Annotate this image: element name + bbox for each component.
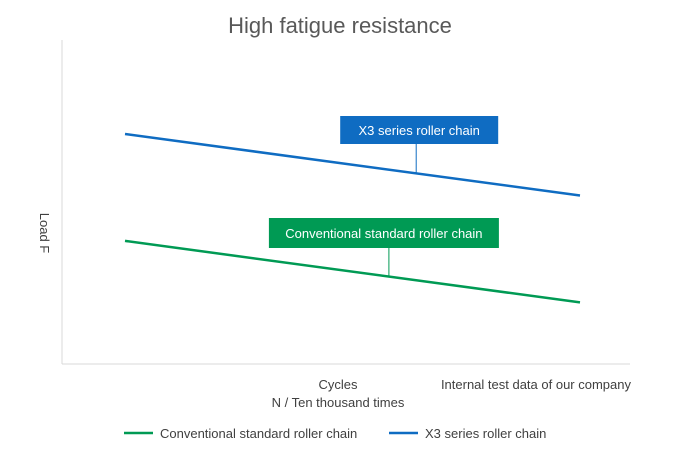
callout-label-x3: X3 series roller chain (359, 123, 480, 138)
legend: Conventional standard roller chain X3 se… (124, 426, 546, 441)
legend-label-conventional: Conventional standard roller chain (160, 426, 357, 441)
callout-label-conventional: Conventional standard roller chain (285, 226, 482, 241)
y-axis-label: Load F (37, 213, 52, 254)
x-axis-label-line2: N / Ten thousand times (272, 395, 405, 410)
source-note: Internal test data of our company (441, 377, 632, 392)
x-axis-label-line1: Cycles (318, 377, 358, 392)
chart-title: High fatigue resistance (228, 13, 452, 38)
legend-label-x3: X3 series roller chain (425, 426, 546, 441)
callout-box-conventional (268, 218, 499, 248)
series-line-conventional (124, 239, 581, 304)
series-line-x3 (124, 132, 581, 197)
callout-box-x3 (340, 116, 499, 144)
